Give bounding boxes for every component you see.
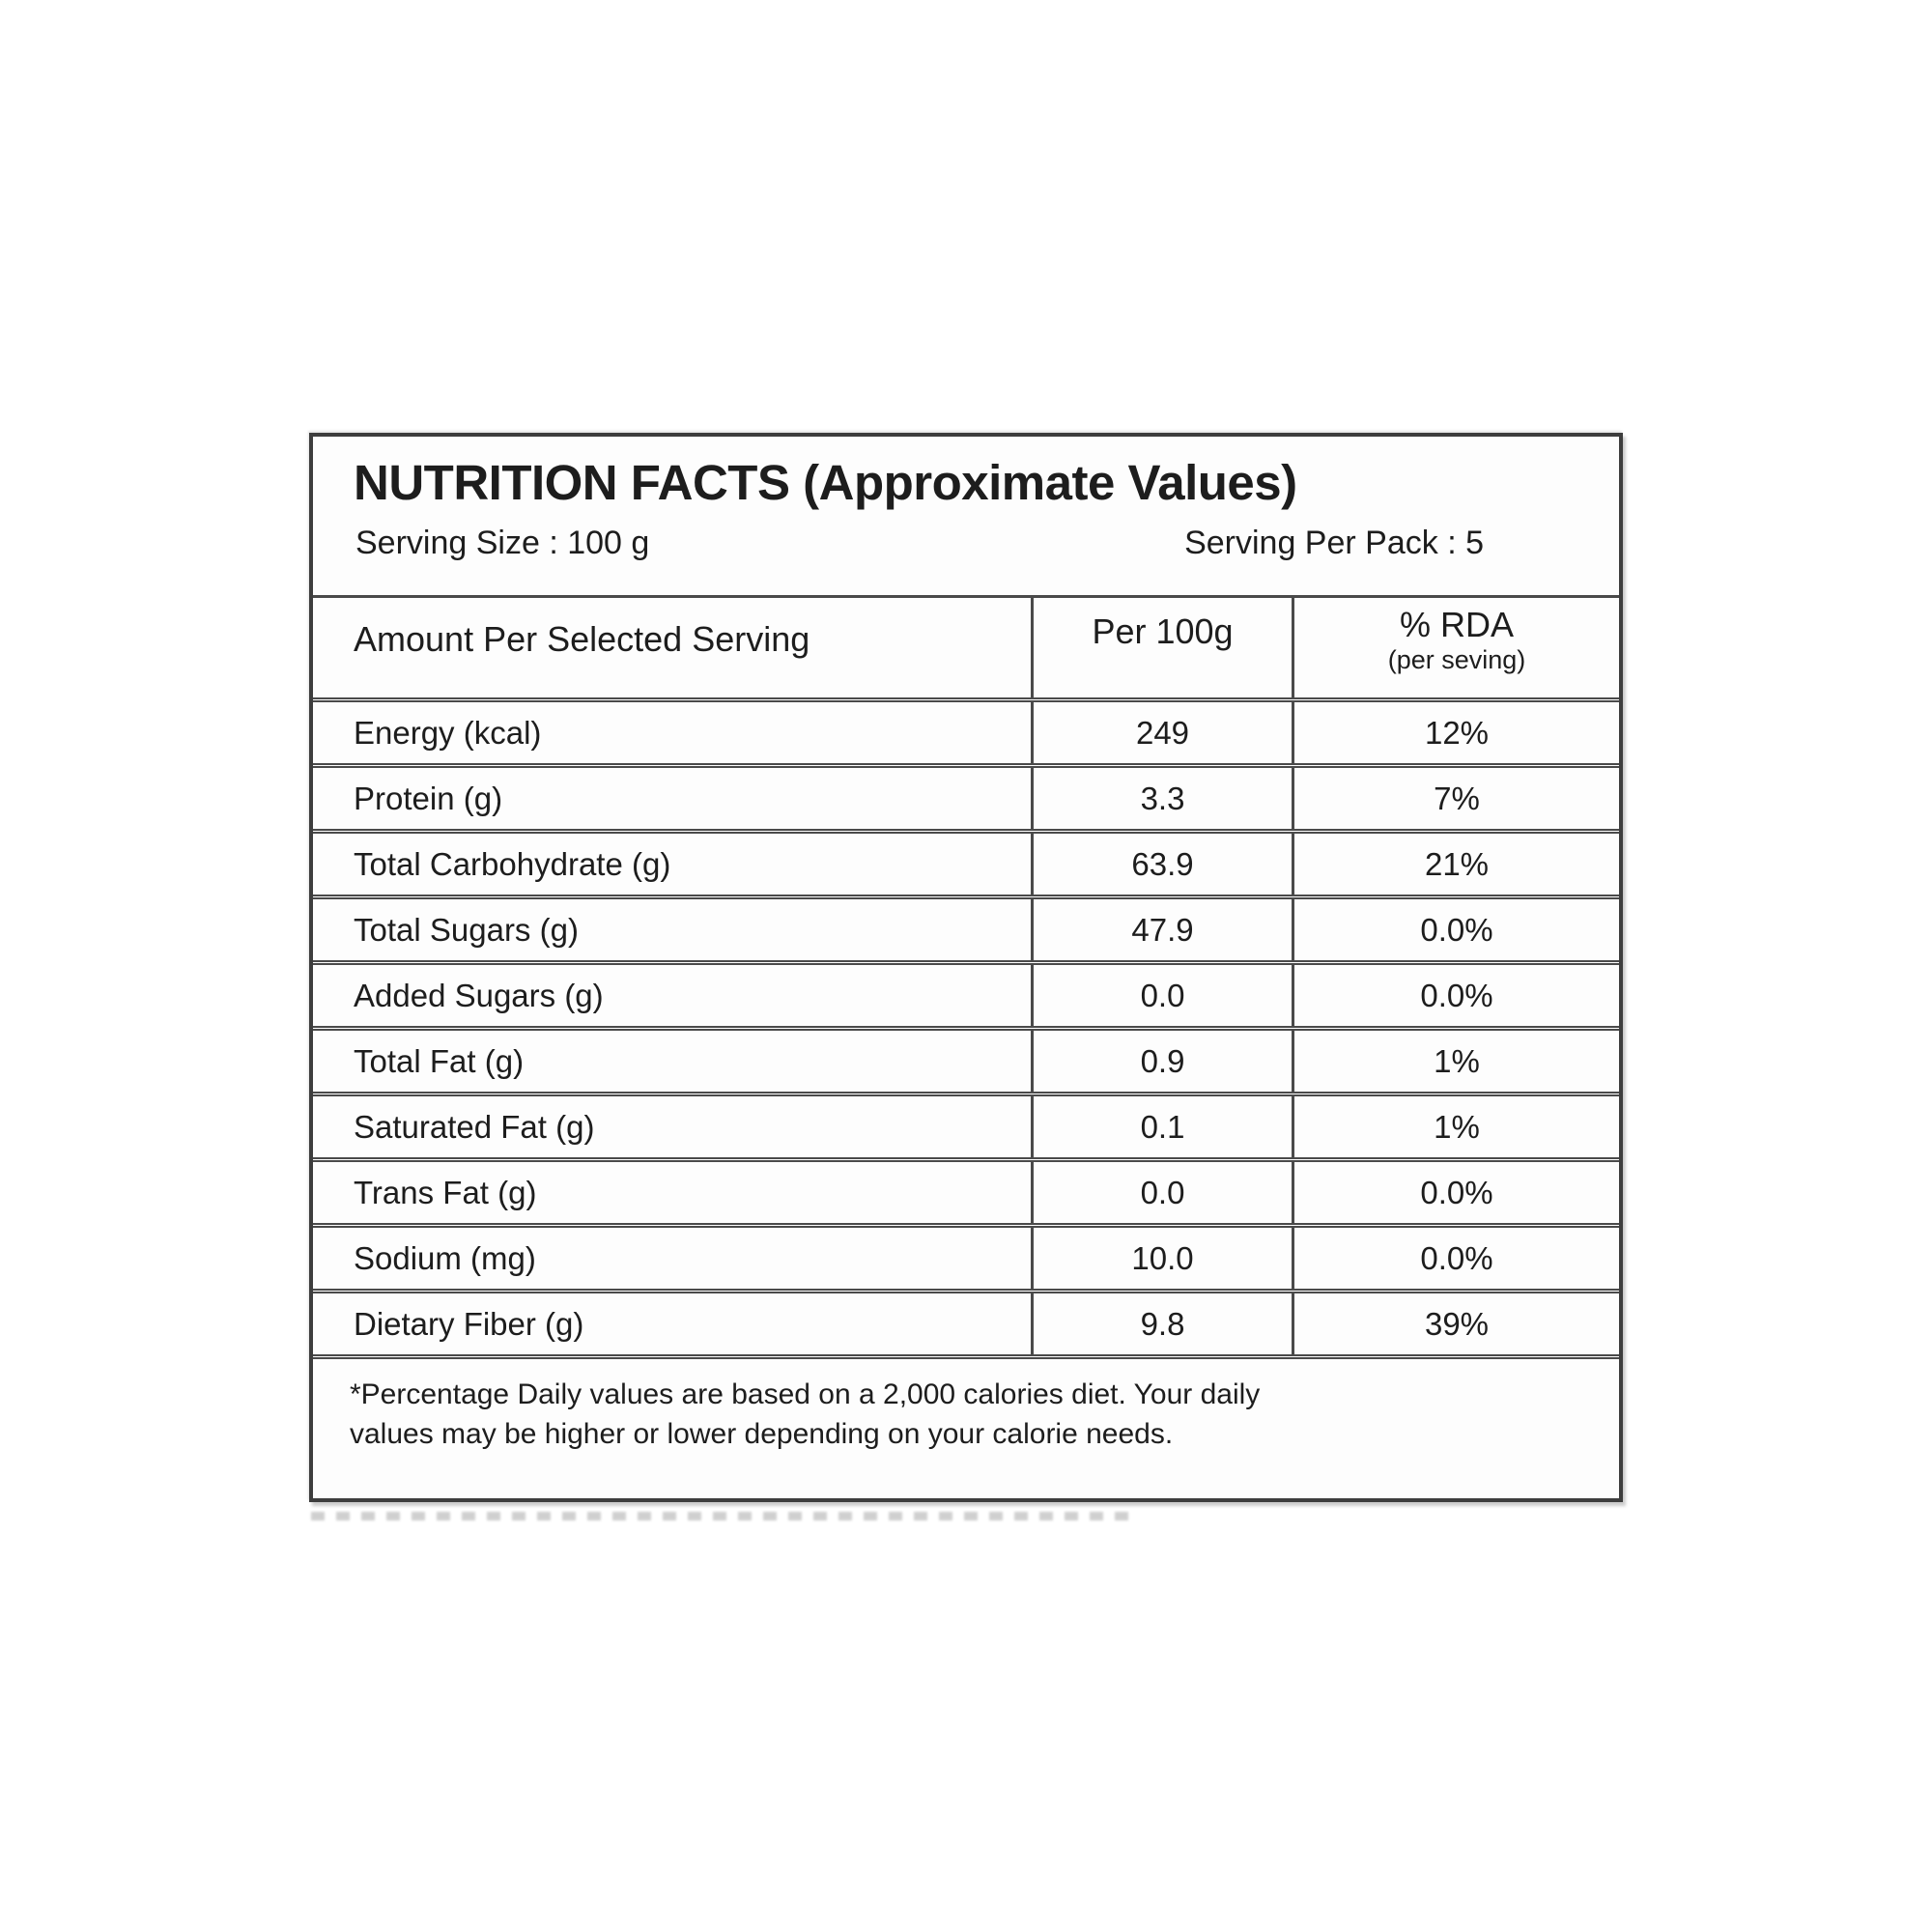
column-header-per100g: Per 100g [1031, 598, 1292, 697]
table-row: Saturated Fat (g) 0.1 1% [313, 1092, 1619, 1157]
serving-size: Serving Size : 100 g [355, 525, 650, 561]
nutrient-name: Total Carbohydrate (g) [354, 845, 671, 882]
per100g-value: 63.9 [1031, 834, 1292, 895]
footnote-line-2: values may be higher or lower depending … [350, 1418, 1174, 1451]
nutrient-name: Protein (g) [354, 780, 503, 816]
footnote-line-1: *Percentage Daily values are based on a … [350, 1378, 1261, 1410]
nutrient-name: Trans Fat (g) [354, 1174, 537, 1210]
table-row: Total Fat (g) 0.9 1% [313, 1026, 1619, 1092]
nutrient-name: Total Sugars (g) [354, 911, 579, 948]
table-row: Added Sugars (g) 0.0 0.0% [313, 960, 1619, 1026]
rda-value: 0.0% [1292, 1228, 1619, 1289]
per100g-value: 9.8 [1031, 1293, 1292, 1354]
footnote: *Percentage Daily values are based on a … [313, 1354, 1619, 1455]
table-row: Protein (g) 3.3 7% [313, 763, 1619, 829]
table-row: Energy (kcal) 249 12% [313, 697, 1619, 763]
column-header-amount: Amount Per Selected Serving [354, 619, 810, 659]
table-row: Dietary Fiber (g) 9.8 39% [313, 1289, 1619, 1354]
serving-info-row: Serving Size : 100 g Serving Per Pack : … [354, 511, 1619, 562]
nutrient-name: Saturated Fat (g) [354, 1108, 595, 1145]
per100g-value: 0.0 [1031, 1162, 1292, 1223]
table-row: Total Carbohydrate (g) 63.9 21% [313, 829, 1619, 895]
rda-value: 1% [1292, 1096, 1619, 1157]
per100g-value: 0.1 [1031, 1096, 1292, 1157]
rda-value: 21% [1292, 834, 1619, 895]
rda-value: 0.0% [1292, 1162, 1619, 1223]
label-header: NUTRITION FACTS (Approximate Values) Ser… [313, 437, 1619, 595]
per100g-value: 0.9 [1031, 1031, 1292, 1092]
nutrient-name: Total Fat (g) [354, 1042, 525, 1079]
column-header-row: Amount Per Selected Serving Per 100g % R… [313, 595, 1619, 697]
rda-value: 12% [1292, 702, 1619, 763]
per100g-value: 3.3 [1031, 768, 1292, 829]
nutrient-name: Sodium (mg) [354, 1239, 536, 1276]
rda-value: 1% [1292, 1031, 1619, 1092]
table-row: Total Sugars (g) 47.9 0.0% [313, 895, 1619, 960]
rda-value: 0.0% [1292, 899, 1619, 960]
nutrition-label: NUTRITION FACTS (Approximate Values) Ser… [309, 433, 1623, 1502]
label-title: NUTRITION FACTS (Approximate Values) [354, 455, 1297, 510]
rda-value: 39% [1292, 1293, 1619, 1354]
nutrient-name: Added Sugars (g) [354, 977, 604, 1013]
nutrient-rows: Energy (kcal) 249 12% Protein (g) 3.3 7%… [313, 697, 1619, 1354]
per100g-value: 47.9 [1031, 899, 1292, 960]
rda-value: 0.0% [1292, 965, 1619, 1026]
rda-header-subtext: (per seving) [1387, 645, 1526, 674]
rda-header-text: % RDA [1399, 605, 1515, 644]
nutrient-name: Dietary Fiber (g) [354, 1305, 584, 1342]
per100g-value: 249 [1031, 702, 1292, 763]
rda-value: 7% [1292, 768, 1619, 829]
table-row: Trans Fat (g) 0.0 0.0% [313, 1157, 1619, 1223]
serving-per-pack: Serving Per Pack : 5 [1184, 525, 1484, 561]
per100g-value: 0.0 [1031, 965, 1292, 1026]
per100g-value: 10.0 [1031, 1228, 1292, 1289]
faded-print-artifact [311, 1512, 1132, 1520]
column-header-rda: % RDA (per seving) [1292, 598, 1619, 697]
table-row: Sodium (mg) 10.0 0.0% [313, 1223, 1619, 1289]
nutrient-name: Energy (kcal) [354, 714, 542, 751]
